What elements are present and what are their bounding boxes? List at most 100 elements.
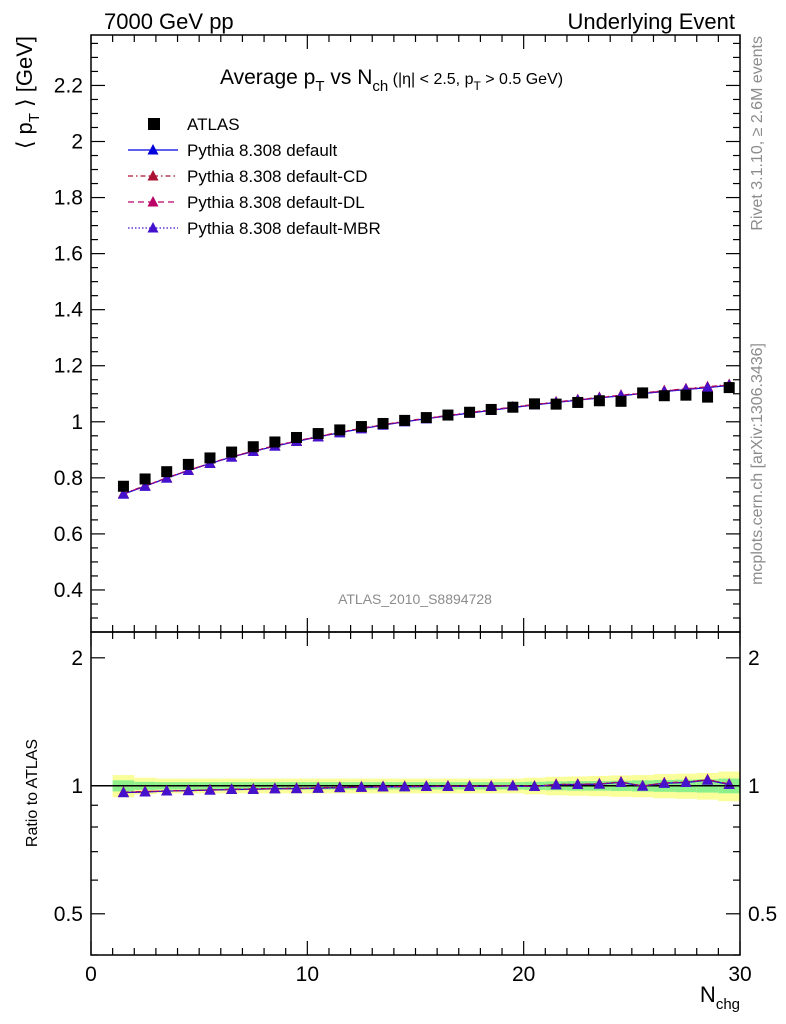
y-tick-label: 1.6 — [54, 243, 83, 266]
rivet-label: Rivet 3.1.10, ≥ 2.6M events — [749, 36, 766, 231]
title-cut2: > 0.5 GeV) — [481, 71, 563, 88]
series-line — [123, 383, 730, 495]
atlas-data-point — [269, 436, 281, 448]
legend-marker-triangle — [147, 170, 159, 181]
mcplots-label: mcplots.cern.ch [arXiv:1306.3436] — [749, 343, 766, 585]
y-axis-label-post: ⟩ [GeV] — [12, 36, 37, 113]
ratio-y-ticks: 0.5 0.5 1 1 2 2 — [54, 647, 777, 956]
ratio-marker — [637, 780, 649, 791]
atlas-data-point — [247, 441, 259, 453]
title-main: Average p — [220, 66, 315, 89]
atlas-data-point — [291, 431, 303, 443]
ratio-y-axis-label: Ratio to ATLAS — [24, 739, 41, 847]
atlas-data-point — [182, 458, 194, 470]
y-tick-label: 1 — [71, 411, 83, 434]
series-marker — [117, 488, 129, 499]
header-energy: 7000 GeV pp — [104, 9, 234, 34]
legend: ATLAS Pythia 8.308 default Pythia 8.308 de… — [128, 115, 381, 238]
atlas-data-point — [528, 398, 540, 410]
legend-marker-triangle — [147, 222, 159, 233]
atlas-data-point — [702, 391, 714, 403]
ratio-y-tick-label-right: 0.5 — [748, 903, 777, 926]
series-line — [123, 384, 730, 495]
series-marker — [161, 472, 173, 483]
ratio-marker — [117, 786, 129, 798]
ratio-marker — [464, 780, 476, 791]
y-tick-label: 1.2 — [54, 355, 83, 378]
ratio-marker — [550, 778, 562, 790]
legend-label: Pythia 8.308 default-MBR — [187, 219, 381, 238]
x-tick-label: 30 — [728, 963, 751, 986]
title-cut1: (|η| < 2.5, p — [388, 71, 473, 88]
ratio-marker — [226, 783, 238, 795]
legend-marker-square — [148, 118, 160, 130]
y-tick-label: 2.2 — [54, 74, 83, 97]
x-axis-label-sub: chg — [716, 996, 740, 1013]
ratio-marker — [377, 780, 389, 792]
title-main-sub: T — [315, 78, 324, 95]
ratio-marker — [593, 778, 605, 789]
header-process: Underlying Event — [567, 9, 735, 34]
ratio-marker — [161, 785, 173, 796]
ratio-marker — [507, 779, 519, 791]
series-marker — [139, 480, 151, 491]
atlas-data-point — [485, 403, 497, 415]
ratio-marker — [485, 780, 497, 791]
atlas-data-point — [593, 395, 605, 407]
legend-label: Pythia 8.308 default — [187, 141, 338, 160]
x-axis-label-main: N — [700, 982, 716, 1007]
ratio-marker — [658, 777, 670, 788]
y-tick-label: 1.8 — [54, 187, 83, 210]
ratio-y-tick-label-left: 1 — [71, 775, 83, 798]
legend-label: ATLAS — [187, 115, 240, 134]
ratio-y-tick-label-right: 2 — [748, 647, 760, 670]
ratio-marker — [528, 780, 540, 792]
y-tick-label: 1.4 — [54, 299, 84, 322]
y-tick-label: 0.8 — [54, 467, 83, 490]
atlas-data-point — [117, 480, 129, 492]
atlas-data-point — [312, 428, 324, 440]
atlas-data-point — [464, 406, 476, 418]
x-tick-label: 0 — [85, 963, 97, 986]
atlas-data-point — [637, 387, 649, 399]
ratio-marker — [247, 783, 259, 794]
legend-marker-triangle — [147, 196, 159, 207]
ratio-marker — [399, 780, 411, 792]
legend-label: Pythia 8.308 default-DL — [187, 193, 365, 212]
ratio-panel: 0.5 0.5 1 1 2 2 0 10 20 30 — [54, 631, 777, 986]
y-axis-label: ⟨ pT ⟩ [GeV] — [12, 36, 43, 149]
atlas-data-point — [355, 421, 367, 433]
atlas-data-point — [615, 395, 627, 407]
atlas-data-layer — [117, 382, 735, 492]
atlas-data-point — [399, 414, 411, 426]
y-axis-label-pre: ⟨ p — [12, 122, 37, 149]
ratio-marker — [182, 784, 194, 796]
chart-title: Average pT vs Nch (|η| < 2.5, pT > 0.5 G… — [220, 66, 563, 95]
title-vs-sub: ch — [372, 78, 388, 95]
ratio-marker — [334, 781, 346, 793]
ratio-marker — [572, 778, 584, 790]
series-line — [123, 384, 730, 495]
legend-marker-triangle — [147, 144, 159, 155]
atlas-data-point — [377, 417, 389, 429]
ratio-marker — [355, 781, 367, 792]
ratio-y-tick-label-left: 2 — [71, 647, 83, 670]
ratio-y-tick-label-left: 0.5 — [54, 903, 83, 926]
atlas-data-point — [334, 424, 346, 436]
atlas-data-point — [442, 409, 454, 421]
x-tick-label: 20 — [512, 963, 535, 986]
ratio-marker — [702, 774, 714, 785]
atlas-data-point — [572, 396, 584, 408]
atlas-data-point — [723, 382, 735, 394]
atlas-data-point — [658, 390, 670, 402]
series-line — [123, 384, 730, 495]
ratio-marker — [420, 780, 432, 792]
atlas-data-point — [139, 473, 151, 485]
atlas-data-point — [161, 466, 173, 478]
atlas-data-point — [420, 412, 432, 424]
ratio-marker — [291, 782, 303, 794]
ratio-line — [123, 779, 730, 794]
analysis-label: ATLAS_2010_S8894728 — [338, 591, 492, 607]
atlas-data-point — [226, 446, 238, 458]
